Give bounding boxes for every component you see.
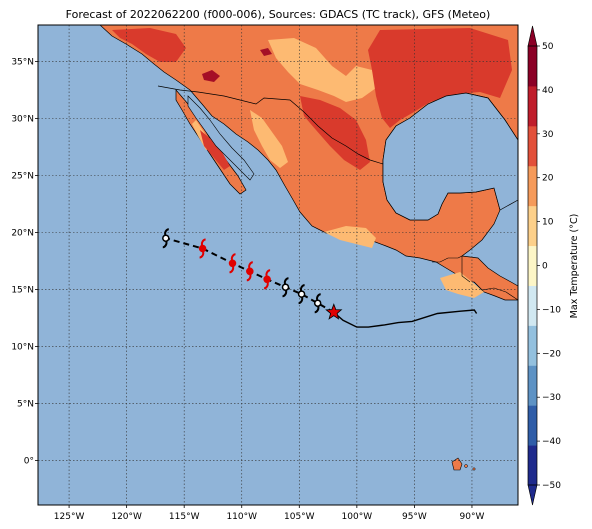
lat-tick-label: 5°N [17, 400, 34, 410]
colorbar-max-extension [527, 25, 538, 47]
lon-tick-label: 100°W [342, 512, 373, 522]
lon-tick-label: 110°W [226, 512, 257, 522]
tropical-storm-icon [198, 238, 207, 259]
colorbar-tick-label: −10 [542, 305, 561, 315]
tropical-storm-icon [228, 253, 237, 274]
map-area [38, 25, 518, 505]
gulf-of-california [187, 95, 255, 181]
colorbar-segment [528, 85, 537, 127]
colorbar-min-extension [527, 484, 538, 506]
colorbar-ticks: 50 40 30 20 10 0 −10 −20 −30 −40 −50 [537, 42, 561, 491]
border-guatemala [432, 255, 471, 283]
border-us-mexico [157, 85, 384, 165]
colorbar-segment [528, 325, 537, 366]
land-extreme-spot [202, 70, 220, 82]
tropical-storm-icon [263, 269, 271, 290]
latitude-ticks: 35°N 30°N 25°N 20°N 15°N 10°N 5°N 0° [11, 57, 38, 467]
colorbar-tick-label: 40 [542, 86, 554, 96]
colorbar-tick-label: 50 [542, 42, 554, 52]
land-very-hot-region [112, 28, 186, 62]
lon-tick-label: 115°W [169, 512, 200, 522]
longitude-ticks: 125°W 120°W 115°W 110°W 105°W 100°W 95°W 90°W [54, 505, 485, 522]
land-very-hot-region [368, 28, 512, 128]
lat-tick-label: 15°N [11, 286, 34, 296]
past-track-line [333, 309, 478, 328]
lat-tick-label: 25°N [11, 171, 34, 181]
colorbar-segment [528, 125, 537, 167]
land-galapagos [464, 464, 468, 468]
map-frame [37, 24, 519, 506]
land-very-hot-region [300, 96, 370, 170]
colorbar-tick-label: 20 [542, 174, 554, 184]
current-position-star [325, 303, 343, 320]
tropical-storm-icon [313, 293, 322, 314]
tropical-storm-icon [246, 261, 254, 282]
colorbar [527, 25, 538, 506]
gulf-of-mexico [382, 92, 518, 221]
land-very-hot-region [200, 130, 230, 170]
land-warm-region [250, 110, 288, 168]
lon-tick-label: 105°W [284, 512, 315, 522]
border-central-america [473, 281, 518, 301]
land-warm-region [440, 272, 484, 298]
lat-tick-label: 30°N [11, 114, 34, 124]
colorbar-tick-label: −50 [542, 481, 561, 491]
colorbar-segment [528, 205, 537, 247]
lon-tick-label: 120°W [111, 512, 142, 522]
land-galapagos [451, 457, 463, 471]
tropical-storm-icon [297, 284, 306, 305]
tropical-storm-icon [281, 277, 290, 298]
colorbar-tick-label: 30 [542, 130, 554, 140]
lon-tick-label: 95°W [402, 512, 427, 522]
land-warm-region [324, 226, 376, 248]
gridlines [38, 25, 518, 505]
colorbar-label: Max Temperature (°C) [569, 214, 580, 319]
colorbar-segment [528, 245, 537, 286]
colorbar-segment [528, 365, 537, 406]
land-extreme-spot [260, 48, 272, 56]
colorbar-segment [528, 285, 537, 326]
lat-tick-label: 20°N [11, 229, 34, 239]
tropical-storm-icon [162, 228, 170, 249]
lat-tick-label: 10°N [11, 343, 34, 353]
land-galapagos [472, 467, 476, 471]
colorbar-tick-label: −20 [542, 349, 561, 359]
lat-tick-label: 35°N [11, 57, 34, 67]
colorbar-tick-label: 0 [542, 262, 548, 272]
colorbar-segment [528, 46, 537, 87]
colorbar-segment [528, 405, 537, 446]
storm-track [162, 228, 478, 328]
colorbar-tick-label: −30 [542, 393, 561, 403]
lat-tick-label: 0° [24, 457, 34, 467]
map-title: Forecast of 2022062200 (f000-006), Sourc… [66, 8, 491, 21]
lon-tick-label: 90°W [460, 512, 485, 522]
colorbar-segment [528, 445, 537, 486]
colorbar-segment [528, 165, 537, 207]
colorbar-tick-label: −40 [542, 437, 561, 447]
lon-tick-label: 125°W [54, 512, 85, 522]
colorbar-tick-label: 10 [542, 218, 554, 228]
land-warm-region [268, 38, 376, 102]
